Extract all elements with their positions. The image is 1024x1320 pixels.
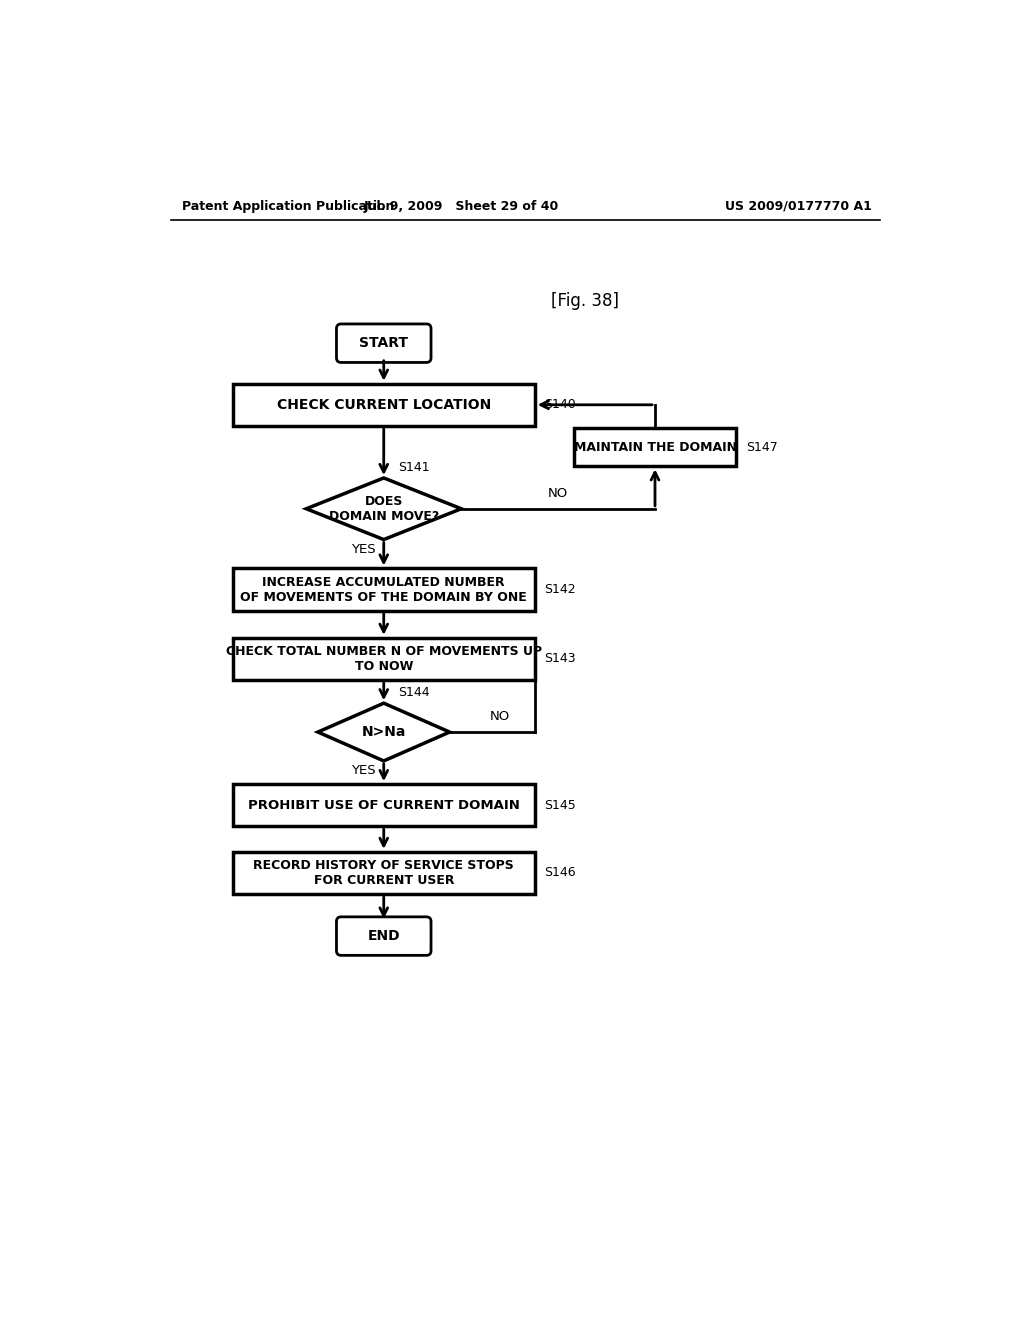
Text: S143: S143: [544, 652, 575, 665]
Text: Patent Application Publication: Patent Application Publication: [182, 199, 394, 213]
Text: YES: YES: [351, 543, 376, 556]
Text: N>Na: N>Na: [361, 725, 406, 739]
Text: NO: NO: [489, 710, 510, 723]
Text: S147: S147: [745, 441, 777, 454]
Text: S140: S140: [544, 399, 575, 412]
Bar: [232, 384, 535, 426]
Text: END: END: [368, 929, 400, 942]
Text: S141: S141: [397, 461, 429, 474]
Bar: [232, 638, 535, 680]
Bar: [232, 851, 535, 894]
Text: YES: YES: [351, 764, 376, 777]
Bar: [232, 569, 535, 611]
Text: Jul. 9, 2009   Sheet 29 of 40: Jul. 9, 2009 Sheet 29 of 40: [364, 199, 559, 213]
Text: US 2009/0177770 A1: US 2009/0177770 A1: [725, 199, 872, 213]
Text: INCREASE ACCUMULATED NUMBER
OF MOVEMENTS OF THE DOMAIN BY ONE: INCREASE ACCUMULATED NUMBER OF MOVEMENTS…: [241, 576, 527, 603]
Text: S145: S145: [544, 799, 575, 812]
Bar: [573, 428, 736, 466]
Text: S144: S144: [397, 686, 429, 700]
FancyBboxPatch shape: [337, 323, 431, 363]
Text: CHECK TOTAL NUMBER N OF MOVEMENTS UP
TO NOW: CHECK TOTAL NUMBER N OF MOVEMENTS UP TO …: [225, 645, 542, 673]
Polygon shape: [317, 704, 450, 760]
Text: RECORD HISTORY OF SERVICE STOPS
FOR CURRENT USER: RECORD HISTORY OF SERVICE STOPS FOR CURR…: [253, 859, 514, 887]
FancyBboxPatch shape: [337, 917, 431, 956]
Text: PROHIBIT USE OF CURRENT DOMAIN: PROHIBIT USE OF CURRENT DOMAIN: [248, 799, 520, 812]
Text: DOES
DOMAIN MOVE?: DOES DOMAIN MOVE?: [329, 495, 439, 523]
Bar: [232, 784, 535, 826]
Text: NO: NO: [548, 487, 568, 499]
Text: START: START: [359, 337, 409, 350]
Text: S142: S142: [544, 583, 575, 597]
Text: MAINTAIN THE DOMAIN: MAINTAIN THE DOMAIN: [573, 441, 736, 454]
Text: S146: S146: [544, 866, 575, 879]
Polygon shape: [306, 478, 461, 540]
Text: [Fig. 38]: [Fig. 38]: [551, 292, 620, 310]
Text: CHECK CURRENT LOCATION: CHECK CURRENT LOCATION: [276, 397, 490, 412]
